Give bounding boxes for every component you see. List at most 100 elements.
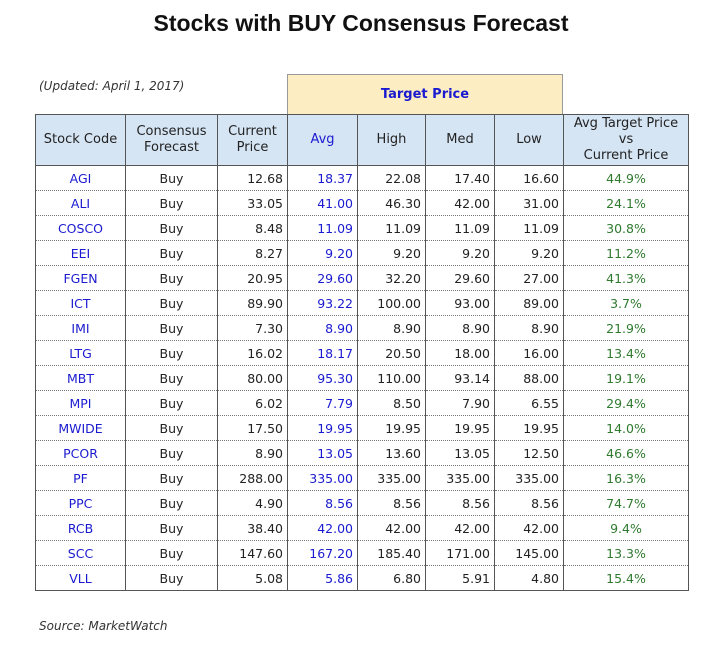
header-avg-vs-current: Avg Target Price vs Current Price xyxy=(563,114,689,166)
cell-avg-vs-current: 11.2% xyxy=(563,240,689,266)
table-row: FGEN Buy 20.95 29.60 32.20 29.60 27.00 41.3% xyxy=(35,265,689,291)
cell-avg-vs-current: 74.7% xyxy=(563,490,689,516)
cell-consensus: Buy xyxy=(125,390,218,416)
target-price-header: Target Price xyxy=(287,74,563,114)
cell-target-med: 19.95 xyxy=(425,415,495,441)
cell-target-med: 11.09 xyxy=(425,215,495,241)
cell-stock-code: ALI xyxy=(35,190,126,216)
cell-target-avg: 7.79 xyxy=(287,390,358,416)
cell-target-low: 88.00 xyxy=(494,365,564,391)
cell-current-price: 147.60 xyxy=(217,540,288,566)
cell-consensus: Buy xyxy=(125,215,218,241)
cell-target-high: 8.90 xyxy=(357,315,426,341)
cell-current-price: 17.50 xyxy=(217,415,288,441)
cell-target-high: 6.80 xyxy=(357,565,426,591)
table-row: IMI Buy 7.30 8.90 8.90 8.90 8.90 21.9% xyxy=(35,315,689,341)
cell-target-low: 16.60 xyxy=(494,165,564,191)
cell-current-price: 12.68 xyxy=(217,165,288,191)
cell-target-high: 13.60 xyxy=(357,440,426,466)
cell-avg-vs-current: 30.8% xyxy=(563,215,689,241)
cell-current-price: 20.95 xyxy=(217,265,288,291)
cell-avg-vs-current: 21.9% xyxy=(563,315,689,341)
cell-target-med: 42.00 xyxy=(425,515,495,541)
table-row: SCC Buy 147.60 167.20 185.40 171.00 145.00 13.3… xyxy=(35,540,689,566)
cell-stock-code: MPI xyxy=(35,390,126,416)
cell-stock-code: RCB xyxy=(35,515,126,541)
cell-consensus: Buy xyxy=(125,265,218,291)
cell-target-high: 100.00 xyxy=(357,290,426,316)
header-high: High xyxy=(357,114,426,166)
cell-target-avg: 18.17 xyxy=(287,340,358,366)
cell-avg-vs-current: 44.9% xyxy=(563,165,689,191)
header-avg: Avg xyxy=(287,114,358,166)
cell-current-price: 89.90 xyxy=(217,290,288,316)
target-price-label: Target Price xyxy=(380,87,470,102)
cell-consensus: Buy xyxy=(125,165,218,191)
cell-avg-vs-current: 46.6% xyxy=(563,440,689,466)
cell-target-low: 8.56 xyxy=(494,490,564,516)
cell-target-med: 9.20 xyxy=(425,240,495,266)
cell-current-price: 8.48 xyxy=(217,215,288,241)
cell-consensus: Buy xyxy=(125,315,218,341)
cell-stock-code: IMI xyxy=(35,315,126,341)
cell-avg-vs-current: 29.4% xyxy=(563,390,689,416)
table-body: AGI Buy 12.68 18.37 22.08 17.40 16.60 44.9% ALI B… xyxy=(35,165,689,591)
cell-avg-vs-current: 41.3% xyxy=(563,265,689,291)
cell-target-med: 42.00 xyxy=(425,190,495,216)
cell-target-avg: 95.30 xyxy=(287,365,358,391)
cell-consensus: Buy xyxy=(125,190,218,216)
cell-consensus: Buy xyxy=(125,565,218,591)
table-row: MBT Buy 80.00 95.30 110.00 93.14 88.00 19.1% xyxy=(35,365,689,391)
cell-target-med: 29.60 xyxy=(425,265,495,291)
cell-consensus: Buy xyxy=(125,365,218,391)
cell-target-avg: 9.20 xyxy=(287,240,358,266)
cell-target-low: 27.00 xyxy=(494,265,564,291)
cell-consensus: Buy xyxy=(125,240,218,266)
cell-target-med: 171.00 xyxy=(425,540,495,566)
cell-target-high: 32.20 xyxy=(357,265,426,291)
cell-consensus: Buy xyxy=(125,490,218,516)
table-row: COSCO Buy 8.48 11.09 11.09 11.09 11.09 30.8% xyxy=(35,215,689,241)
cell-target-low: 19.95 xyxy=(494,415,564,441)
cell-target-med: 17.40 xyxy=(425,165,495,191)
cell-current-price: 16.02 xyxy=(217,340,288,366)
cell-target-high: 42.00 xyxy=(357,515,426,541)
cell-consensus: Buy xyxy=(125,415,218,441)
table-row: EEI Buy 8.27 9.20 9.20 9.20 9.20 11.2% xyxy=(35,240,689,266)
table-row: VLL Buy 5.08 5.86 6.80 5.91 4.80 15.4% xyxy=(35,565,689,591)
cell-target-high: 335.00 xyxy=(357,465,426,491)
cell-target-avg: 19.95 xyxy=(287,415,358,441)
cell-target-low: 12.50 xyxy=(494,440,564,466)
cell-target-high: 8.50 xyxy=(357,390,426,416)
cell-avg-vs-current: 14.0% xyxy=(563,415,689,441)
cell-consensus: Buy xyxy=(125,440,218,466)
cell-avg-vs-current: 15.4% xyxy=(563,565,689,591)
cell-current-price: 38.40 xyxy=(217,515,288,541)
cell-avg-vs-current: 19.1% xyxy=(563,365,689,391)
cell-target-low: 89.00 xyxy=(494,290,564,316)
cell-stock-code: PPC xyxy=(35,490,126,516)
cell-avg-vs-current: 9.4% xyxy=(563,515,689,541)
header-low: Low xyxy=(494,114,564,166)
cell-stock-code: MWIDE xyxy=(35,415,126,441)
cell-target-avg: 8.56 xyxy=(287,490,358,516)
cell-stock-code: SCC xyxy=(35,540,126,566)
cell-target-med: 93.00 xyxy=(425,290,495,316)
cell-target-low: 335.00 xyxy=(494,465,564,491)
cell-consensus: Buy xyxy=(125,540,218,566)
cell-target-avg: 29.60 xyxy=(287,265,358,291)
table-header-row: Stock Code Consensus Forecast Current Pric… xyxy=(35,114,689,166)
cell-target-low: 31.00 xyxy=(494,190,564,216)
cell-target-med: 93.14 xyxy=(425,365,495,391)
cell-stock-code: EEI xyxy=(35,240,126,266)
cell-target-high: 46.30 xyxy=(357,190,426,216)
cell-avg-vs-current: 13.3% xyxy=(563,540,689,566)
table-row: LTG Buy 16.02 18.17 20.50 18.00 16.00 13.4% xyxy=(35,340,689,366)
cell-avg-vs-current: 13.4% xyxy=(563,340,689,366)
cell-target-avg: 41.00 xyxy=(287,190,358,216)
cell-target-high: 11.09 xyxy=(357,215,426,241)
cell-target-avg: 167.20 xyxy=(287,540,358,566)
table-row: PCOR Buy 8.90 13.05 13.60 13.05 12.50 46.6% xyxy=(35,440,689,466)
stocks-table: Stock Code Consensus Forecast Current Pric… xyxy=(35,114,689,591)
cell-target-avg: 18.37 xyxy=(287,165,358,191)
